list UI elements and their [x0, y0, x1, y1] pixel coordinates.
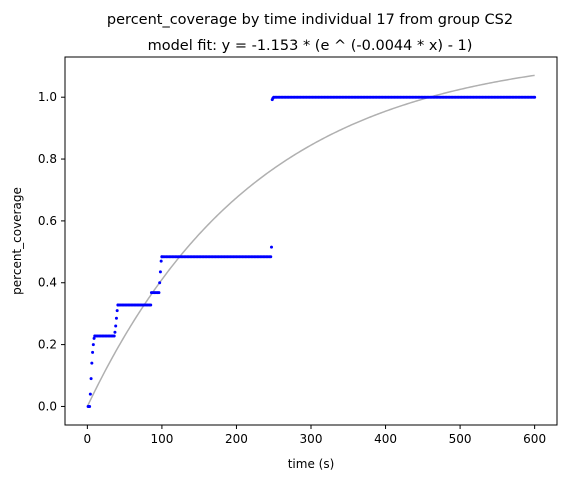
data-point — [91, 343, 95, 347]
data-point — [159, 259, 163, 263]
plot-area — [86, 74, 537, 408]
x-axis-label: time (s) — [288, 457, 335, 471]
x-tick-label: 0 — [84, 432, 92, 446]
x-axis-ticks: 0 100 200 300 400 500 600 — [84, 425, 546, 446]
data-point — [269, 245, 273, 249]
data-point — [89, 377, 93, 381]
x-tick-label: 500 — [449, 432, 472, 446]
y-tick-label: 1.0 — [38, 90, 57, 104]
data-point — [88, 392, 92, 396]
y-tick-label: 0.0 — [38, 399, 57, 413]
data-point — [88, 404, 92, 408]
data-point — [149, 303, 153, 307]
data-point — [158, 270, 162, 274]
data-point — [92, 336, 96, 340]
data-point — [112, 334, 116, 338]
data-point — [91, 350, 95, 354]
fit-curve-line — [86, 74, 535, 407]
y-tick-label: 0.2 — [38, 338, 57, 352]
data-point — [269, 255, 273, 259]
data-point — [157, 291, 161, 295]
x-tick-label: 400 — [374, 432, 397, 446]
chart-title: percent_coverage by time individual 17 f… — [107, 12, 513, 28]
x-tick-label: 600 — [523, 432, 546, 446]
y-axis-ticks: 0.0 0.2 0.4 0.6 0.8 1.0 — [38, 90, 65, 413]
y-tick-label: 0.4 — [38, 276, 57, 290]
y-tick-label: 0.8 — [38, 152, 57, 166]
data-points-layer — [86, 95, 537, 408]
x-tick-label: 300 — [300, 432, 323, 446]
data-point — [90, 361, 94, 365]
x-tick-label: 100 — [150, 432, 173, 446]
chart-subtitle: model fit: y = -1.153 * (e ^ (-0.0044 * … — [148, 38, 473, 54]
data-point — [114, 316, 118, 320]
fit-curve-layer — [86, 74, 535, 407]
x-tick-label: 200 — [225, 432, 248, 446]
data-point — [533, 95, 537, 99]
y-axis-label: percent_coverage — [10, 187, 24, 295]
data-point — [158, 281, 162, 285]
data-point — [115, 309, 119, 313]
data-point — [113, 330, 117, 334]
y-tick-label: 0.6 — [38, 214, 57, 228]
data-point — [114, 324, 118, 328]
